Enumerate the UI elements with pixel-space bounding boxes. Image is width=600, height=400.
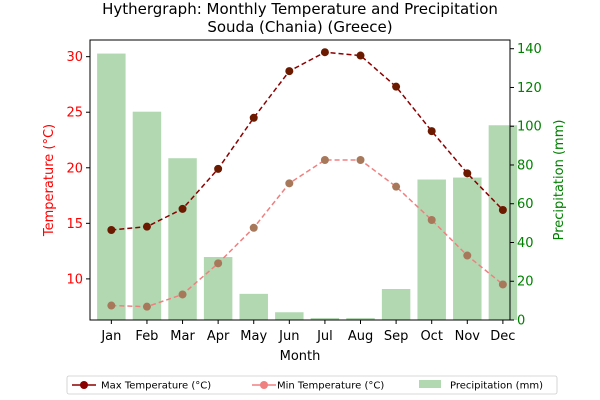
x-tick-label-mar: Mar (170, 329, 195, 344)
temperature-lines (107, 48, 507, 311)
min-temp-point-may (249, 223, 258, 232)
precip-bar-dec (488, 125, 518, 320)
precip-bar-feb (132, 111, 162, 321)
precip-bar-apr (203, 257, 233, 320)
x-axis-label: Month (280, 349, 321, 364)
x-tick-label-jul: Jul (316, 329, 333, 344)
max-temp-point-oct (427, 127, 436, 136)
min-temp-point-feb (142, 302, 151, 311)
x-tick-label-sep: Sep (384, 329, 409, 344)
min-temp-point-jul (320, 156, 329, 164)
legend-min-temp-label: Min Temperature (°C) (277, 381, 384, 392)
chart-title-line2: Souda (Chania) (Greece) (207, 18, 392, 36)
max-temp-point-sep (392, 82, 401, 91)
precip-bar-sep (381, 288, 411, 320)
min-temp-point-aug (356, 156, 365, 164)
max-temp-point-jul (320, 48, 329, 57)
legend-max-temp-label: Max Temperature (°C) (101, 381, 211, 392)
x-tick-label-apr: Apr (207, 329, 230, 344)
min-temp-point-mar (178, 290, 187, 299)
left-tick-label: 20 (66, 161, 83, 176)
right-tick-label: 0 (517, 314, 525, 329)
right-tick-label: 140 (517, 42, 542, 57)
x-tick-label-nov: Nov (455, 329, 481, 344)
max-temp-point-feb (142, 222, 151, 231)
legend-min-temp-marker (260, 381, 268, 389)
chart-title-line1: Hythergraph: Monthly Temperature and Pre… (102, 0, 498, 18)
max-temp-point-mar (178, 204, 187, 213)
right-tick-label: 120 (517, 81, 542, 96)
left-tick-label: 30 (66, 50, 83, 65)
precip-bar-jun (275, 312, 304, 320)
x-tick-label-oct: Oct (420, 329, 442, 344)
legend-precip-patch (419, 380, 441, 388)
left-y-axis-label: Temperature (°C) (42, 124, 57, 237)
x-tick-label-dec: Dec (490, 329, 515, 344)
max-temp-point-may (249, 113, 258, 122)
x-tick-label-jun: Jun (278, 329, 299, 344)
legend-max-temp-marker (80, 381, 88, 389)
max-temp-point-jun (285, 67, 294, 76)
right-y-axis-label: Precipitation (mm) (552, 120, 567, 241)
precip-bar-nov (453, 177, 482, 320)
min-temp-point-oct (427, 216, 436, 224)
legend: Max Temperature (°C) Min Temperature (°C… (66, 375, 558, 395)
x-tick-label-feb: Feb (135, 329, 158, 344)
plot-frame (89, 39, 511, 321)
right-tick-label: 80 (517, 158, 534, 173)
x-tick-label-may: May (240, 329, 267, 344)
left-y-axis: 10 15 20 25 30 (66, 50, 90, 287)
min-temp-point-apr (214, 259, 223, 268)
max-temp-point-aug (356, 51, 365, 60)
legend-precip-label: Precipitation (mm) (450, 381, 543, 392)
precip-bar-may (239, 293, 268, 320)
precip-bar-jan (97, 53, 126, 320)
x-tick-label-aug: Aug (348, 329, 373, 344)
left-tick-label: 15 (66, 217, 83, 232)
precip-bar-aug (346, 318, 375, 320)
min-temp-point-jun (285, 179, 294, 188)
max-temp-point-nov (463, 169, 472, 178)
right-tick-label: 60 (517, 197, 534, 212)
min-temp-point-jan (107, 301, 116, 310)
precip-bar-jul (310, 318, 340, 320)
x-tick-label-jan: Jan (100, 329, 121, 344)
right-y-axis: 0 20 40 60 80 100 120 140 (510, 42, 542, 329)
min-temp-line (111, 159, 504, 308)
precipitation-bars (97, 53, 518, 321)
left-tick-label: 25 (66, 106, 83, 121)
right-tick-label: 40 (517, 236, 534, 251)
right-tick-label: 100 (517, 120, 542, 135)
max-temp-point-apr (214, 164, 223, 173)
max-temp-point-jan (107, 226, 116, 234)
max-temp-point-dec (498, 206, 507, 214)
min-temp-point-sep (392, 182, 401, 191)
max-temp-line (111, 51, 504, 231)
x-axis: Jan Feb Mar Apr May Jun Jul Aug Sep Oct Nov Dec (100, 320, 515, 344)
precip-bar-oct (417, 179, 446, 320)
min-temp-point-nov (463, 251, 472, 260)
right-tick-label: 20 (517, 275, 534, 290)
min-temp-point-dec (498, 280, 507, 289)
left-tick-label: 10 (66, 272, 83, 287)
